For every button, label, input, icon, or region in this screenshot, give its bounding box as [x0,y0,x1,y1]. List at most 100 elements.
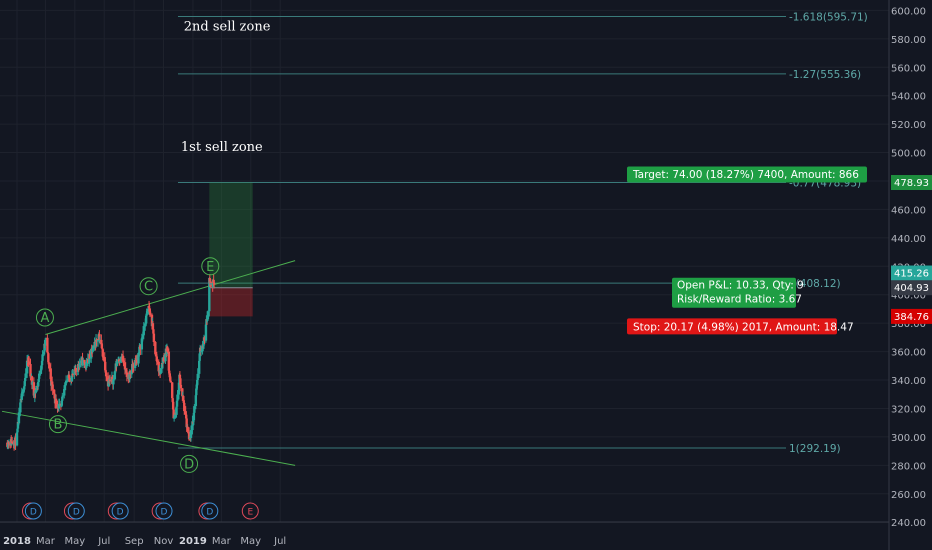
candle-body [23,378,27,382]
candle-body [179,384,183,389]
candle-body [37,373,41,379]
candle-body [105,376,108,378]
candle-body [48,364,51,369]
candle-body [183,402,186,412]
candle-body [137,352,140,364]
event-label: D [206,508,213,518]
candle-body [14,437,17,446]
x-tick-label: Mar [212,536,232,547]
candle-body [155,356,158,362]
candle-body [130,371,133,375]
candle-body [95,339,98,342]
candle-body [166,346,169,352]
candle-body [206,319,209,321]
candle-body [175,406,178,415]
wave-label-circle [139,277,158,296]
pl-box [672,277,796,308]
y-tick-label: 580.00 [891,35,926,46]
candle-body [41,354,44,361]
candle-body [193,406,196,413]
candle-body [91,345,95,349]
candle-body [63,388,66,396]
candle-body [177,382,181,395]
candle-body [196,373,199,380]
candle-body [123,362,127,370]
target-box [627,166,867,183]
x-tick-label: 2018 [3,536,31,547]
profit-zone [209,182,253,288]
event-label: D [30,508,37,518]
candle-body [50,381,54,385]
candle-body [169,380,172,383]
candle-body [78,363,81,368]
candle-body [206,311,210,320]
x-tick-label: May [240,536,261,547]
candle-body [152,329,155,334]
y-tick-label: 400.00 [891,291,926,302]
candle-body [172,417,176,419]
candle-body [125,372,129,377]
candle-body [145,311,149,314]
candle-body [20,393,24,400]
dividend-event [155,502,173,520]
candle-body [167,351,171,371]
y-tick-label: 440.00 [891,234,926,245]
candle-body [83,359,86,363]
candle-body [118,361,122,363]
fib-level-label: -1.618(595.71) [789,11,868,23]
price-badge [891,280,932,296]
price-badge [891,308,932,324]
candle-body [101,349,104,357]
candle-body [199,351,203,353]
target-text: Target: 74.00 (18.27%) 7400, Amount: 866 [632,169,859,181]
candle-body [203,337,206,341]
event-label: D [73,508,80,518]
candle-body [187,431,191,439]
candle-body [122,360,125,363]
event-label: D [161,508,168,518]
candle-body [162,357,166,362]
earnings-event [241,502,259,520]
candle-body [152,333,156,342]
candle-body [88,354,91,359]
candle-body [192,412,196,421]
candle-body [16,421,20,429]
candle-body [30,376,34,385]
y-tick-label: 600.00 [891,6,926,17]
x-tick-label: Jul [97,536,110,547]
candle-body [115,361,118,366]
y-tick-label: 320.00 [891,404,926,415]
candle-body [212,283,216,285]
candle-body [32,382,36,396]
candle-body [17,412,21,424]
candles-layer [6,274,216,451]
candle-body [64,380,68,384]
y-tick-label: 360.00 [891,348,926,359]
wave-label: B [54,418,63,433]
candle-body [102,356,105,358]
y-tick-label: 460.00 [891,205,926,216]
candle-body [139,345,142,350]
candle-body [132,364,135,368]
candle-body [185,418,188,428]
y-tick-label: 300.00 [891,433,926,444]
candle-body [21,391,24,394]
candle-body [157,361,160,372]
candle-body [31,382,34,385]
y-tick-label: 260.00 [891,490,926,501]
candle-body [98,339,102,341]
candle-body [197,360,201,374]
y-tick-label: 500.00 [891,149,926,160]
x-tick-label: Nov [154,536,174,547]
candle-body [54,398,58,405]
candle-body [49,368,52,380]
channel-line [45,260,296,336]
candle-body [198,353,201,361]
y-tick-label: 280.00 [891,461,926,472]
candle-body [142,326,145,335]
candle-body [151,323,155,330]
candle-body [144,315,148,324]
candle-body [10,441,14,444]
x-tick-label: May [64,536,85,547]
